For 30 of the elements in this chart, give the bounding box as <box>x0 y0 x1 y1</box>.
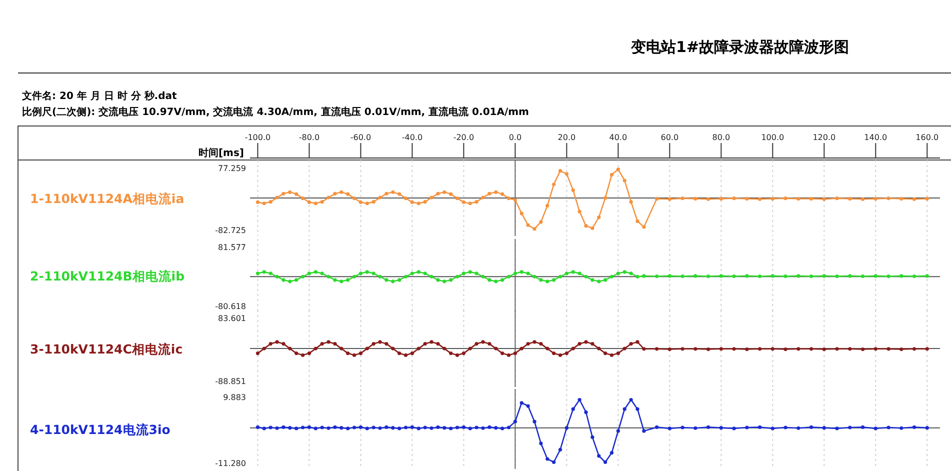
text: 1-110kV1124A相电流ia <box>30 191 184 206</box>
text: 4-110kV1124电流3io <box>30 422 171 437</box>
x-axis-title: 时间[ms] <box>198 147 244 159</box>
x-tick-label: 60.0 <box>660 133 679 142</box>
text: 3-110kV1124C相电流ic <box>30 342 183 356</box>
x-tick-label: -60.0 <box>350 133 372 142</box>
y-tick-label: -80.618 <box>215 302 246 311</box>
x-tick-label: 40.0 <box>609 133 628 142</box>
x-tick-label: -80.0 <box>298 133 320 142</box>
y-tick-label: 83.601 <box>218 314 246 323</box>
x-tick-label: -40.0 <box>402 133 423 142</box>
x-tick-label: 160.0 <box>916 133 939 142</box>
x-tick-label: 20.0 <box>558 133 576 142</box>
y-tick-label: 9.883 <box>223 393 246 402</box>
x-tick-label: 120.0 <box>812 133 836 142</box>
chart-title: 变电站1#故障录波器故障波形图 <box>630 38 850 56</box>
text: 文件名: 20 年 月 日 时 分 秒.dat <box>21 90 177 102</box>
x-tick-label: -100.0 <box>244 133 271 142</box>
y-tick-label: 77.259 <box>218 164 246 173</box>
y-tick-label: -88.851 <box>215 377 246 386</box>
x-tick-label: 0.0 <box>508 133 522 142</box>
text: 比例尺(二次侧): 交流电压 10.97V/mm, 交流电流 4.30A/mm, 直流电压 0.01V/mm, 直流电流 0.01A/mm <box>22 106 529 118</box>
x-tick-label: 80.0 <box>712 133 730 142</box>
x-tick-label: -20.0 <box>453 133 474 142</box>
y-tick-label: -82.725 <box>215 226 246 235</box>
x-tick-label: 100.0 <box>761 133 784 142</box>
x-tick-label: 140.0 <box>864 133 888 142</box>
y-tick-label: -11.280 <box>215 459 246 468</box>
y-tick-label: 81.577 <box>218 243 246 252</box>
text: 2-110kV1124B相电流ib <box>30 268 185 284</box>
